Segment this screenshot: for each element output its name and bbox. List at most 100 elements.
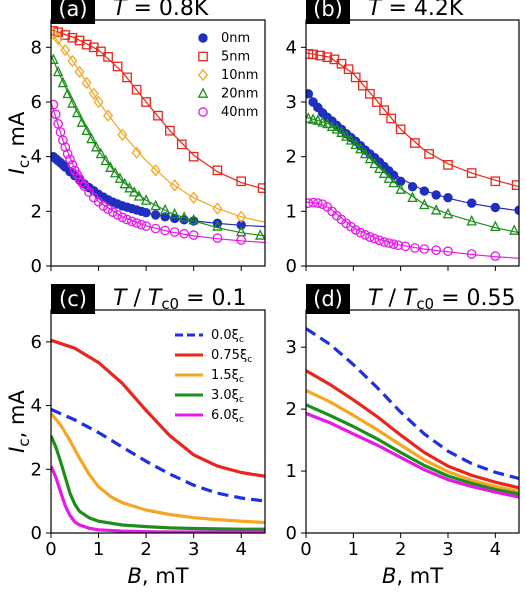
data-point	[62, 149, 73, 159]
x-tick-label: 1	[93, 539, 104, 560]
data-point	[67, 160, 78, 170]
legend-label: 0.0ξc	[211, 328, 244, 345]
series-4	[51, 465, 265, 533]
data-point	[383, 238, 394, 248]
legend-label: 1.5ξc	[211, 368, 244, 385]
data-point	[74, 65, 85, 79]
data-point	[317, 199, 328, 210]
plot-area	[51, 26, 265, 245]
legend-marker	[198, 51, 208, 62]
data-point	[350, 138, 361, 149]
data-point	[140, 194, 152, 205]
legend-marker	[198, 33, 208, 43]
data-point	[67, 97, 78, 108]
y-tick-label: 8	[31, 37, 42, 58]
data-point	[365, 232, 375, 242]
data-point	[165, 125, 175, 136]
data-point	[374, 235, 385, 246]
data-point	[236, 176, 247, 187]
data-point	[359, 147, 371, 159]
y-axis-label: Ic, mA	[5, 390, 33, 453]
data-point	[306, 198, 314, 208]
data-point	[355, 227, 366, 238]
data-point	[160, 212, 170, 222]
legend-label: 5nm	[221, 50, 250, 65]
data-point	[443, 246, 453, 257]
fit-line	[51, 29, 265, 191]
data-point	[188, 230, 199, 240]
data-point	[159, 203, 171, 215]
fit-line	[51, 101, 265, 244]
y-tick-label: 3	[286, 337, 297, 358]
data-point	[128, 186, 140, 197]
axes-frame	[305, 309, 520, 534]
data-point	[53, 27, 63, 38]
y-axis-label: Ic, mA	[5, 111, 33, 174]
data-point	[393, 240, 404, 251]
data-point	[355, 142, 366, 154]
legend-label: 10nm	[221, 68, 258, 83]
data-point	[350, 72, 361, 83]
y-tick-label: 6	[31, 92, 42, 113]
panel-d: 0 1 2 3 4 0 1 2 3 (d) T / Tc0 = 0.55 B, mT	[286, 284, 520, 588]
legend-label: 6.0ξc	[211, 408, 244, 425]
data-point	[466, 215, 477, 226]
data-point	[81, 39, 92, 50]
data-point	[122, 72, 132, 83]
legend: 0nm 5nm 10nm 20nm 40nm	[197, 31, 258, 120]
data-point	[443, 192, 453, 203]
y-tick-label: 2	[286, 399, 297, 420]
data-point	[369, 233, 380, 244]
panel-tag-box	[51, 0, 95, 24]
data-point	[383, 172, 395, 183]
data-point	[141, 208, 151, 218]
y-tick-label: 1	[286, 201, 297, 222]
data-point	[150, 164, 161, 177]
data-point	[100, 154, 111, 166]
legend-marker	[197, 87, 209, 98]
data-point	[400, 241, 411, 252]
data-point	[212, 233, 223, 243]
data-point	[379, 237, 389, 247]
series-3	[51, 53, 265, 240]
data-point	[369, 157, 380, 169]
panel-label: (d)	[313, 287, 343, 311]
data-point	[153, 110, 163, 121]
data-point	[357, 80, 368, 91]
y-tick-label: 1	[286, 461, 297, 482]
data-point	[105, 161, 116, 172]
series-1	[306, 369, 519, 490]
data-point	[60, 43, 71, 57]
data-point	[336, 58, 347, 69]
data-point	[169, 227, 180, 237]
axes-frame	[305, 19, 520, 267]
data-point	[236, 210, 247, 224]
data-point	[188, 191, 199, 204]
data-point	[93, 95, 104, 109]
panel-label: (b)	[313, 0, 343, 21]
data-point	[424, 149, 434, 159]
data-point	[308, 49, 318, 60]
data-point	[410, 138, 420, 148]
series-3	[51, 435, 265, 531]
data-point	[326, 120, 338, 131]
data-point	[81, 76, 92, 90]
data-point	[388, 176, 399, 188]
panel-title: T = 4.2K	[368, 0, 464, 21]
data-point	[71, 106, 83, 118]
panel-title: T / Tc0 = 0.1	[113, 286, 247, 313]
data-point	[364, 152, 376, 164]
legend-label: 3.0ξc	[211, 388, 244, 405]
data-point	[76, 116, 88, 127]
series-1	[306, 49, 519, 190]
panel-a: 0 2 4 6 8 (a) T = 0.8K Ic, mA 0nm 5nm 10nm 20nm 40nm	[5, 0, 266, 277]
data-point	[126, 216, 137, 227]
series-2	[306, 112, 519, 235]
legend-label: 40nm	[221, 105, 258, 120]
data-point	[419, 186, 430, 196]
x-tick-label: 1	[348, 539, 359, 560]
data-point	[236, 235, 247, 245]
data-point	[90, 140, 102, 152]
data-point	[52, 65, 64, 77]
